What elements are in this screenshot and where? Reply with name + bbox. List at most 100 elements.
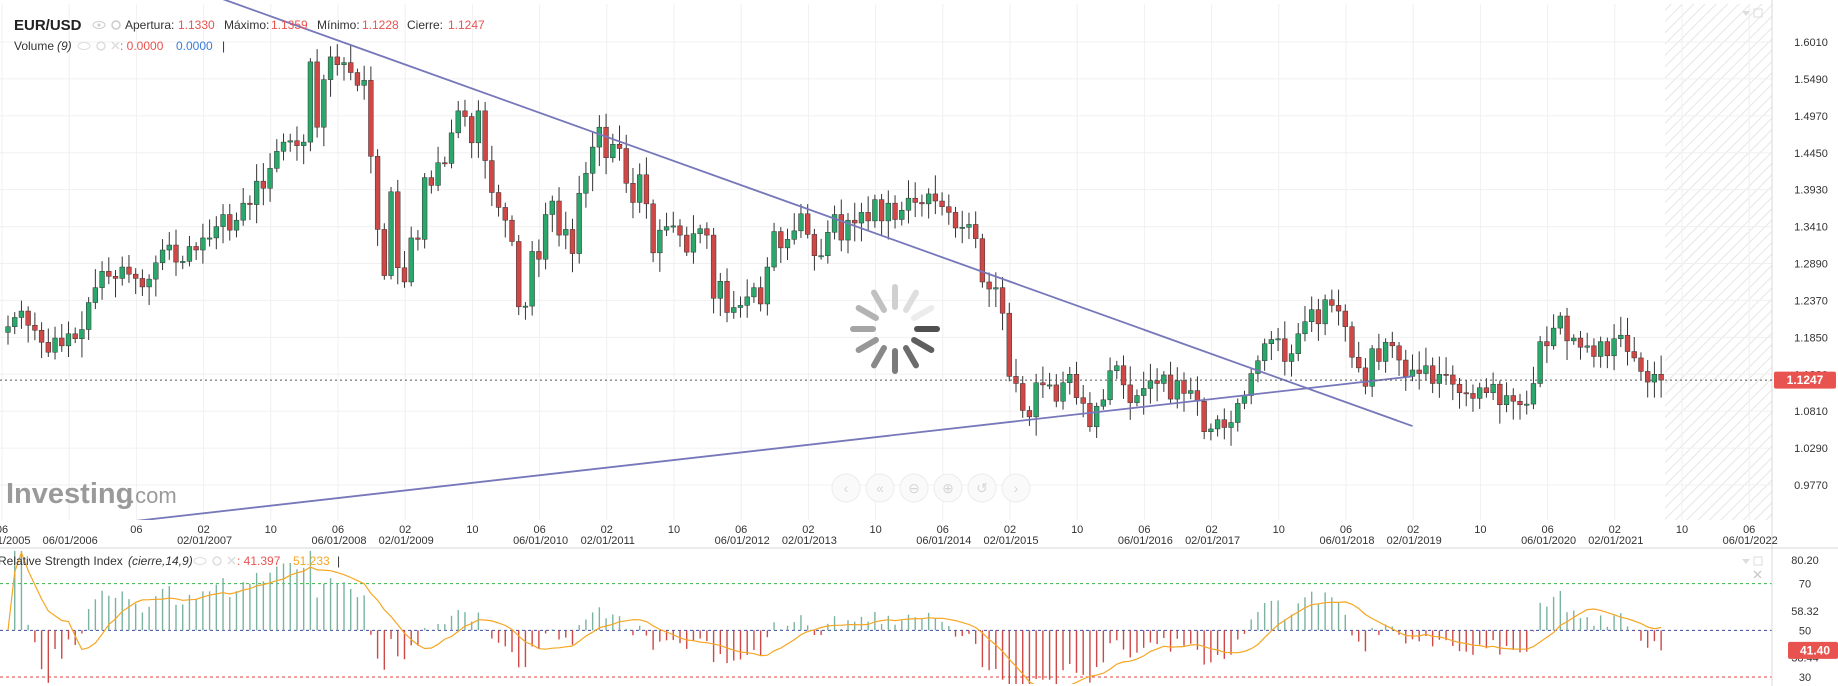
rsi-pane-collapse-icon[interactable] <box>1742 559 1750 564</box>
time-tick-label: 10 <box>1071 524 1083 536</box>
candle-body <box>401 267 408 283</box>
zoom-out-icon[interactable]: ⊖ <box>899 473 929 503</box>
candle <box>522 302 529 320</box>
zoom-in-icon[interactable]: ⊕ <box>933 473 963 503</box>
candle-body <box>1309 309 1315 322</box>
candle-body <box>993 287 999 290</box>
candle-body <box>482 110 488 161</box>
candle-body <box>1483 387 1490 393</box>
candle-body <box>495 192 502 208</box>
rsi-separator: | <box>337 554 340 568</box>
candle-body <box>1584 345 1590 348</box>
main-pane-collapse-icon[interactable] <box>1742 11 1750 16</box>
price-tick-label: 1.0810 <box>1794 406 1828 418</box>
candle <box>1174 367 1180 409</box>
candle <box>38 322 45 359</box>
candle <box>1483 378 1490 398</box>
candle-body <box>805 213 811 235</box>
rsi-eye-icon[interactable] <box>193 557 207 565</box>
candle-body <box>435 162 441 186</box>
scroll-right-icon[interactable]: › <box>1001 473 1031 503</box>
candle-body <box>1651 374 1658 383</box>
candle <box>899 201 905 226</box>
candle <box>657 219 663 272</box>
candle-body <box>220 214 226 227</box>
candle-body <box>361 80 367 86</box>
candle <box>1497 380 1503 424</box>
candle-body <box>1120 365 1127 386</box>
candle-body <box>825 232 831 256</box>
rsi-value-2: 51.233 <box>293 554 330 568</box>
candle <box>1006 302 1012 382</box>
candle-body <box>657 229 663 254</box>
candle <box>724 268 730 323</box>
candle-body <box>1093 405 1100 428</box>
candle-body <box>1477 387 1483 399</box>
candle-body <box>99 271 105 288</box>
nav-glyph: ⊖ <box>908 480 920 496</box>
symbol-title: EUR/USD <box>14 17 82 34</box>
candle <box>1537 335 1543 388</box>
candle-body <box>724 280 730 313</box>
candle-body <box>1060 382 1066 402</box>
candle <box>542 202 549 270</box>
candle-body <box>892 202 898 220</box>
rsi-pane-close-icon[interactable] <box>1753 570 1762 579</box>
candle <box>206 219 213 247</box>
candle-body <box>643 174 650 205</box>
candle-body <box>1530 383 1537 405</box>
rsi-tick-label: 70 <box>1799 579 1811 591</box>
candle <box>1416 351 1422 390</box>
candle-body <box>556 200 562 236</box>
candle-body <box>1456 383 1463 393</box>
rsi-settings-icon[interactable] <box>212 556 222 566</box>
nav-button-bg <box>967 473 997 503</box>
scroll-left-icon[interactable]: ‹ <box>831 473 861 503</box>
candle-body <box>764 266 771 305</box>
spinner-segment <box>871 345 887 369</box>
candle-body <box>1275 338 1281 341</box>
main-grid <box>0 4 1772 520</box>
loading-spinner-icon <box>850 284 940 374</box>
candle <box>1040 366 1046 399</box>
candle-body <box>986 281 992 290</box>
settings-icon[interactable] <box>111 20 121 30</box>
candle <box>596 115 603 167</box>
candle <box>462 99 468 127</box>
candle-body <box>119 266 125 279</box>
rsi-pane-maximize-icon[interactable] <box>1753 556 1763 566</box>
eye-icon[interactable] <box>92 21 106 29</box>
candle-body <box>1228 422 1234 428</box>
candle <box>482 102 488 179</box>
candle <box>180 255 186 270</box>
candle-body <box>798 213 804 232</box>
price-tick-label: 1.4450 <box>1794 148 1828 160</box>
volume-close-icon[interactable] <box>111 41 120 50</box>
volume-eye-icon[interactable] <box>77 42 91 50</box>
candle-body <box>139 278 146 288</box>
candle-body <box>1174 380 1180 400</box>
candle <box>1235 398 1241 432</box>
candle <box>643 157 650 219</box>
candle-body <box>1544 341 1550 347</box>
candle <box>200 223 206 264</box>
price-tick-label: 1.1850 <box>1794 332 1828 344</box>
candle <box>72 327 78 344</box>
candle <box>798 203 804 238</box>
rsi-close-icon[interactable] <box>227 556 236 565</box>
candle <box>670 211 676 233</box>
logo-brand: Investing <box>6 478 133 510</box>
candle <box>1100 389 1107 410</box>
main-pane-maximize-icon[interactable] <box>1753 8 1763 18</box>
candle <box>388 186 394 280</box>
candle-body <box>1571 337 1577 342</box>
reset-icon[interactable]: ↺ <box>967 473 997 503</box>
candle <box>710 227 717 314</box>
candle-body <box>159 249 166 264</box>
candle-body <box>1167 374 1174 400</box>
candle <box>663 212 670 237</box>
jump-start-icon[interactable]: « <box>865 473 895 503</box>
candle-body <box>1194 390 1201 402</box>
time-tick-label: 02 <box>601 524 613 536</box>
volume-settings-icon[interactable] <box>96 41 106 51</box>
